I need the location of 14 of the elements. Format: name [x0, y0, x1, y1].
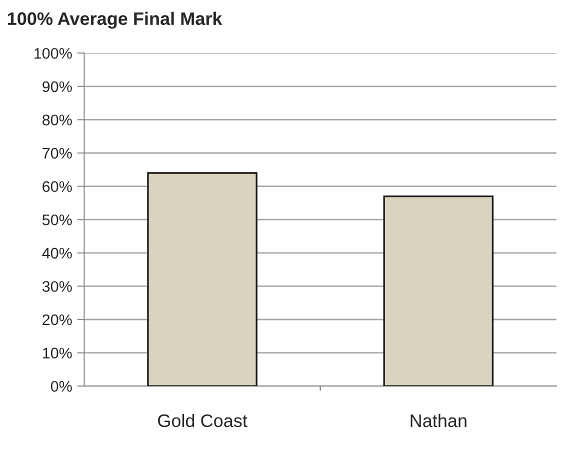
x-tick-label: Nathan [410, 414, 466, 428]
y-tick-label: 90% [42, 81, 72, 92]
y-tick-label: 80% [42, 114, 72, 126]
y-tick-label: 10% [42, 348, 72, 358]
y-tick-label: 40% [42, 248, 72, 259]
x-tick-label: Gold Coast [158, 414, 248, 428]
y-tick-label: 100% [34, 48, 72, 59]
y-tick-label: 50% [42, 214, 72, 226]
y-tick-label: 60% [42, 181, 72, 192]
y-tick-label: 20% [42, 314, 72, 326]
y-tick-label: 70% [42, 148, 72, 159]
chart-title: 100% Average Final Mark [8, 12, 222, 29]
y-tick-label: 30% [42, 281, 72, 292]
y-tick-label: 0% [50, 380, 72, 392]
